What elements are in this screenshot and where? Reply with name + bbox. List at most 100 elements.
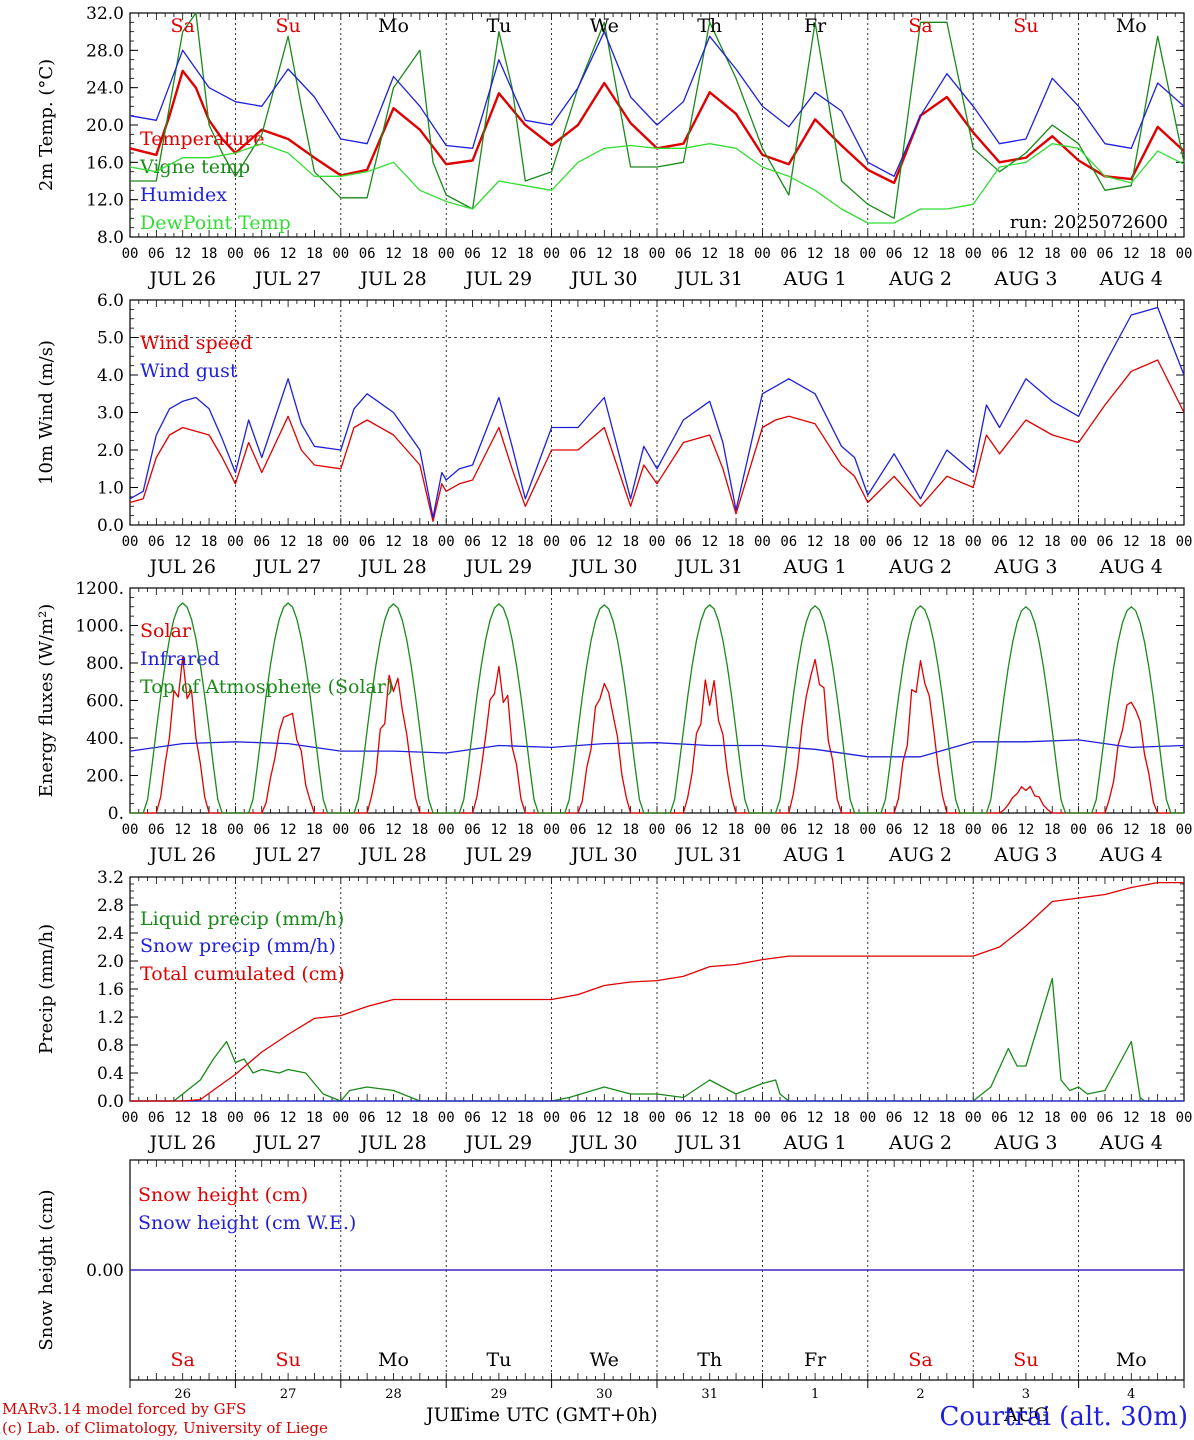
y-axis-label: Snow height (cm)	[36, 1189, 57, 1350]
hour-tick-label: 12	[1017, 1110, 1034, 1126]
hour-tick-label: 12	[1123, 822, 1140, 838]
weekday-label: Sa	[171, 15, 195, 37]
date-label: AUG 4	[1099, 556, 1163, 578]
hour-tick-label: 18	[728, 1110, 745, 1126]
hour-tick-label: 12	[807, 822, 824, 838]
hour-tick-label: 12	[1123, 246, 1140, 262]
series-line-dewpoint-temp	[129, 143, 1185, 224]
series-line-total-cumulated-cm-	[130, 881, 1184, 1102]
hour-tick-label: 06	[886, 246, 903, 262]
hour-tick-label: 18	[833, 246, 850, 262]
hour-tick-label: 06	[780, 1110, 797, 1126]
date-label: JUL 31	[674, 844, 742, 866]
y-tick-label: 2.4	[97, 924, 124, 944]
y-tick-label: 400.	[86, 729, 124, 749]
y-axis-label: Energy fluxes (W/m²)	[36, 604, 57, 798]
hour-tick-label: 12	[807, 534, 824, 550]
hour-tick-label: 00	[1070, 1110, 1087, 1126]
hour-tick-label: 18	[938, 1110, 955, 1126]
hour-tick-label: 12	[490, 534, 507, 550]
hour-tick-label: 06	[148, 534, 165, 550]
y-tick-label: 3.2	[97, 868, 124, 888]
date-label: JUL 27	[253, 1132, 321, 1154]
hour-tick-label: 06	[570, 534, 587, 550]
hour-tick-label: 00	[1176, 822, 1193, 838]
hour-tick-label: 06	[991, 822, 1008, 838]
day-number-label: 28	[385, 1387, 402, 1402]
series-line-infrared	[129, 739, 1185, 758]
hour-tick-label: 12	[385, 534, 402, 550]
model-credit: MARv3.14 model forced by GFS	[2, 1400, 247, 1418]
date-label: AUG 4	[1099, 844, 1163, 866]
weekday-label: Mo	[1116, 1349, 1147, 1371]
date-label: JUL 31	[674, 556, 742, 578]
hour-tick-label: 18	[1044, 246, 1061, 262]
hour-tick-label: 06	[253, 534, 270, 550]
hour-tick-label: 18	[938, 246, 955, 262]
date-label: AUG 3	[993, 1132, 1057, 1154]
date-label: JUL 28	[358, 1132, 426, 1154]
hour-tick-label: 12	[912, 534, 929, 550]
hour-tick-label: 06	[675, 822, 692, 838]
hour-tick-label: 12	[174, 1110, 191, 1126]
date-label: AUG 1	[783, 844, 847, 866]
weekday-label: Th	[697, 15, 722, 37]
y-tick-label: 0.	[108, 804, 124, 824]
hour-tick-label: 00	[1176, 246, 1193, 262]
hour-tick-label: 06	[886, 822, 903, 838]
hour-tick-label: 18	[1044, 1110, 1061, 1126]
date-label: JUL 30	[569, 556, 637, 578]
hour-tick-label: 18	[201, 246, 218, 262]
hour-tick-label: 00	[332, 246, 349, 262]
hour-tick-label: 06	[253, 1110, 270, 1126]
y-tick-label: 5.0	[97, 329, 124, 349]
weekday-label: Mo	[1116, 15, 1147, 37]
hour-tick-label: 00	[649, 1110, 666, 1126]
hour-tick-label: 00	[859, 1110, 876, 1126]
hour-tick-label: 12	[807, 246, 824, 262]
date-label: JUL 31	[674, 268, 742, 290]
hour-tick-label: 18	[411, 822, 428, 838]
hour-tick-label: 12	[596, 246, 613, 262]
hour-tick-label: 18	[306, 822, 323, 838]
legend-entry: Temperature	[140, 128, 264, 150]
day-number-label: 30	[596, 1387, 613, 1402]
hour-tick-label: 12	[385, 1110, 402, 1126]
hour-tick-label: 00	[859, 534, 876, 550]
legend-entry: Total cumulated (cm)	[140, 963, 345, 985]
hour-tick-label: 06	[675, 1110, 692, 1126]
hour-tick-label: 18	[833, 1110, 850, 1126]
hour-tick-label: 12	[701, 246, 718, 262]
series-line-temperature	[129, 69, 1185, 185]
weekday-label: Su	[1013, 15, 1038, 37]
hour-tick-label: 12	[807, 1110, 824, 1126]
hour-tick-label: 00	[438, 534, 455, 550]
hour-tick-label: 00	[649, 534, 666, 550]
weekday-label: We	[590, 1349, 619, 1371]
hour-tick-label: 12	[701, 822, 718, 838]
hour-tick-label: 00	[227, 822, 244, 838]
day-number-label: 29	[491, 1387, 508, 1402]
hour-tick-label: 12	[280, 1110, 297, 1126]
y-tick-label: 600.	[86, 692, 124, 712]
hour-tick-label: 06	[464, 246, 481, 262]
date-label: AUG 2	[888, 268, 952, 290]
y-tick-label: 0.00	[86, 1261, 124, 1281]
date-label: JUL 30	[569, 268, 637, 290]
hour-tick-label: 06	[570, 1110, 587, 1126]
y-tick-label: 12.0	[86, 191, 124, 211]
hour-tick-label: 06	[570, 246, 587, 262]
hour-tick-label: 12	[912, 822, 929, 838]
hour-tick-label: 06	[1097, 534, 1114, 550]
day-number-label: 2	[916, 1387, 924, 1402]
hour-tick-label: 18	[1149, 1110, 1166, 1126]
date-label: JUL 27	[253, 268, 321, 290]
hour-tick-label: 06	[570, 822, 587, 838]
hour-tick-label: 12	[1123, 534, 1140, 550]
hour-tick-label: 18	[411, 246, 428, 262]
series-line-liquid-precip-mm-h-	[130, 977, 1184, 1102]
hour-tick-label: 00	[1176, 534, 1193, 550]
hour-tick-label: 06	[991, 534, 1008, 550]
weekday-label: Tu	[486, 15, 511, 37]
weekday-label: Mo	[378, 1349, 409, 1371]
